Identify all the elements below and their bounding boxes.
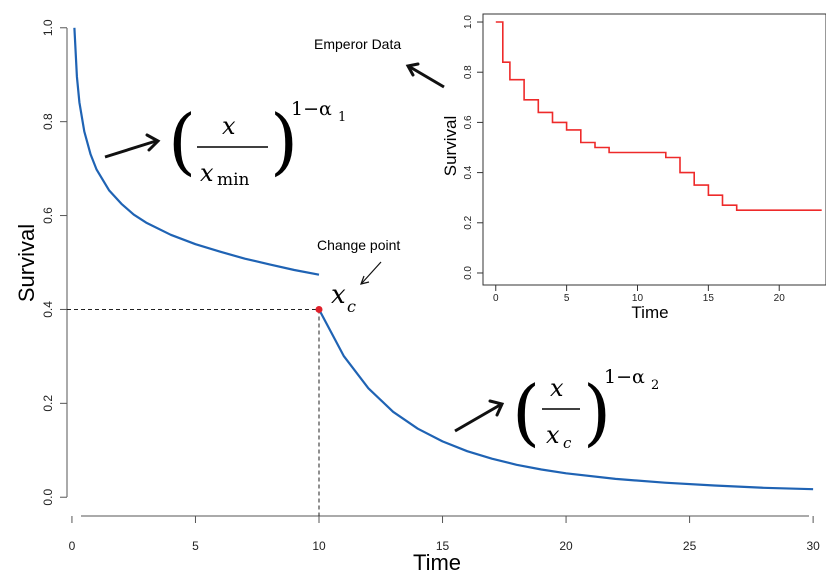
main-x-ticks: 0 5 10 15 20 25 30 bbox=[69, 516, 820, 553]
svg-text:): ) bbox=[270, 99, 298, 183]
formula-1: ( x x min ) 1−α 1 bbox=[168, 98, 346, 190]
main-y-ticks: 0.0 0.2 0.4 0.6 0.8 1.0 bbox=[41, 19, 67, 506]
inset-y-tick-label: 0.6 bbox=[463, 115, 474, 129]
annotations: Emperor Data Change point x c ( x x min … bbox=[104, 36, 659, 454]
svg-text:c: c bbox=[347, 297, 356, 316]
inset-x-tick-label: 20 bbox=[774, 293, 786, 304]
main-x-tick-label: 0 bbox=[69, 539, 76, 553]
inset-frame bbox=[482, 13, 826, 286]
inset-y-ticks: 0.0 0.2 0.4 0.6 0.8 1.0 bbox=[463, 15, 483, 280]
main-x-tick-label: 15 bbox=[436, 539, 450, 553]
main-y-tick-label: 0.6 bbox=[41, 207, 55, 224]
main-x-tick-label: 10 bbox=[312, 539, 326, 553]
inset-x-ticks: 0 5 10 15 20 bbox=[493, 285, 785, 304]
svg-text:x: x bbox=[546, 421, 560, 449]
main-x-tick-label: 5 bbox=[192, 539, 199, 553]
inset-emperor-plot: 0.0 0.2 0.4 0.6 0.8 1.0 0 5 10 15 20 Time Surviva… bbox=[441, 13, 826, 322]
svg-text:(: ( bbox=[512, 370, 540, 454]
main-x-tick-label: 20 bbox=[559, 539, 573, 553]
main-y-tick-label: 1.0 bbox=[41, 19, 55, 36]
svg-text:1: 1 bbox=[338, 110, 346, 125]
svg-text:): ) bbox=[583, 370, 611, 454]
inset-y-axis-title: Survival bbox=[441, 116, 460, 176]
change-point-label: Change point bbox=[317, 237, 400, 253]
arrow-to-change-point bbox=[360, 261, 382, 285]
svg-text:x: x bbox=[550, 374, 564, 402]
inset-y-tick-label: 0.4 bbox=[463, 165, 474, 179]
arrow-to-inset-label bbox=[405, 62, 445, 89]
svg-text:(: ( bbox=[168, 99, 196, 183]
inset-y-tick-label: 0.8 bbox=[463, 65, 474, 79]
main-x-tick-label: 25 bbox=[683, 539, 697, 553]
inset-x-tick-label: 10 bbox=[632, 293, 644, 304]
main-x-tick-label: 30 bbox=[806, 539, 820, 553]
inset-y-tick-label: 0.0 bbox=[463, 266, 474, 280]
arrow-to-formula-2 bbox=[454, 399, 505, 433]
main-curve-segment-1 bbox=[73, 27, 320, 276]
svg-text:x: x bbox=[331, 280, 346, 310]
inset-x-tick-label: 5 bbox=[564, 293, 570, 304]
inset-x-tick-label: 15 bbox=[703, 293, 715, 304]
main-survival-plot: 0.00.20.40.60.81.0 0 5 10 15 20 25 30 Time Sur… bbox=[14, 19, 820, 575]
main-y-tick-label: 0.4 bbox=[41, 301, 55, 318]
change-point-guides bbox=[67, 308, 320, 516]
inset-step-curve bbox=[495, 21, 822, 211]
arrow-to-formula-1 bbox=[104, 133, 161, 159]
change-point-marker bbox=[315, 305, 323, 313]
main-y-axis-title: Survival bbox=[14, 224, 39, 302]
inset-y-tick-label: 1.0 bbox=[463, 15, 474, 29]
svg-text:x: x bbox=[200, 159, 214, 187]
svg-text:min: min bbox=[217, 170, 250, 190]
inset-curve bbox=[495, 21, 822, 211]
main-y-tick-label: 0.8 bbox=[41, 113, 55, 130]
svg-text:2: 2 bbox=[651, 378, 659, 393]
main-x-axis-title: Time bbox=[413, 550, 461, 575]
change-point-xc-label: x c bbox=[331, 280, 356, 316]
main-curve-segment-2 bbox=[318, 308, 814, 491]
svg-text:1−α: 1−α bbox=[604, 366, 645, 388]
formula-2: ( x x c ) 1−α 2 bbox=[512, 366, 659, 454]
main-y-tick-label: 0.0 bbox=[41, 489, 55, 506]
main-y-tick-label: 0.2 bbox=[41, 395, 55, 412]
inset-x-tick-label: 0 bbox=[493, 293, 499, 304]
emperor-data-label: Emperor Data bbox=[314, 36, 401, 52]
svg-text:1−α: 1−α bbox=[291, 98, 332, 120]
svg-text:x: x bbox=[222, 112, 236, 140]
main-points bbox=[315, 305, 323, 313]
inset-y-tick-label: 0.2 bbox=[463, 215, 474, 229]
svg-text:c: c bbox=[563, 434, 572, 452]
inset-x-axis-title: Time bbox=[631, 303, 668, 322]
main-curves bbox=[73, 27, 814, 491]
